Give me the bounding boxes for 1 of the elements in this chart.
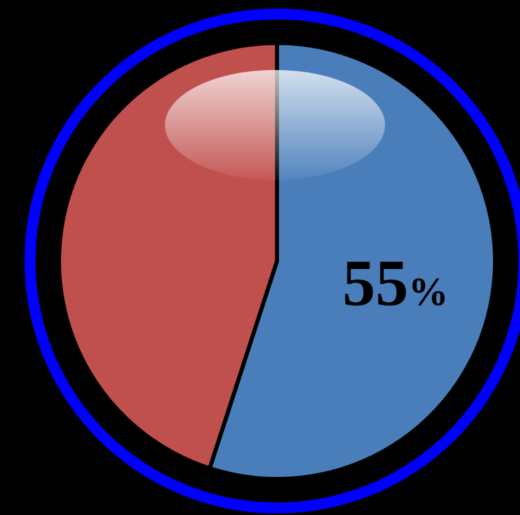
data-label: 55% [342, 246, 448, 320]
